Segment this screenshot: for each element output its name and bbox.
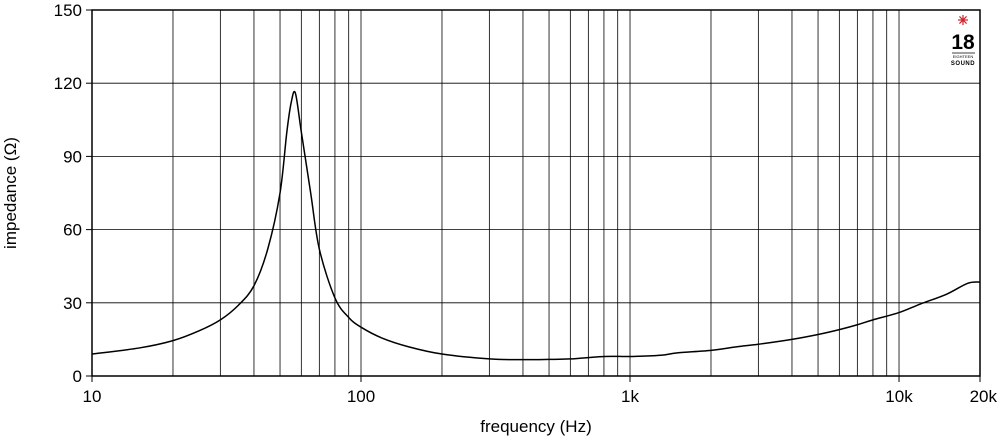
x-tick-label: 100	[347, 387, 375, 406]
x-tick-label: 10	[83, 387, 102, 406]
x-tick-label: 10k	[885, 387, 913, 406]
y-tick-label: 30	[63, 294, 82, 313]
y-tick-label: 150	[54, 1, 82, 20]
impedance-curve	[91, 90, 981, 361]
x-tick-label: 20k	[970, 387, 998, 406]
y-tick-label: 120	[54, 74, 82, 93]
star-icon	[958, 15, 968, 25]
axis-ticks: 0 30 60 90 120 150 10 100 1k 10k 20k	[54, 1, 998, 406]
star-ray	[959, 16, 967, 24]
y-axis-label: impedance (Ω)	[1, 137, 20, 249]
grid	[92, 10, 980, 376]
y-tick-label: 90	[63, 147, 82, 166]
x-tick-label: 1k	[621, 387, 639, 406]
logo-word: SOUND	[951, 61, 975, 67]
y-tick-label: 60	[63, 221, 82, 240]
y-tick-label: 0	[73, 367, 82, 386]
x-axis-label: frequency (Hz)	[480, 417, 591, 436]
logo-small-text: EIGHTEEN	[953, 54, 974, 59]
brand-logo: 18 EIGHTEEN SOUND	[951, 15, 975, 67]
plot-frame	[91, 9, 981, 377]
logo-number: 18	[951, 31, 975, 54]
